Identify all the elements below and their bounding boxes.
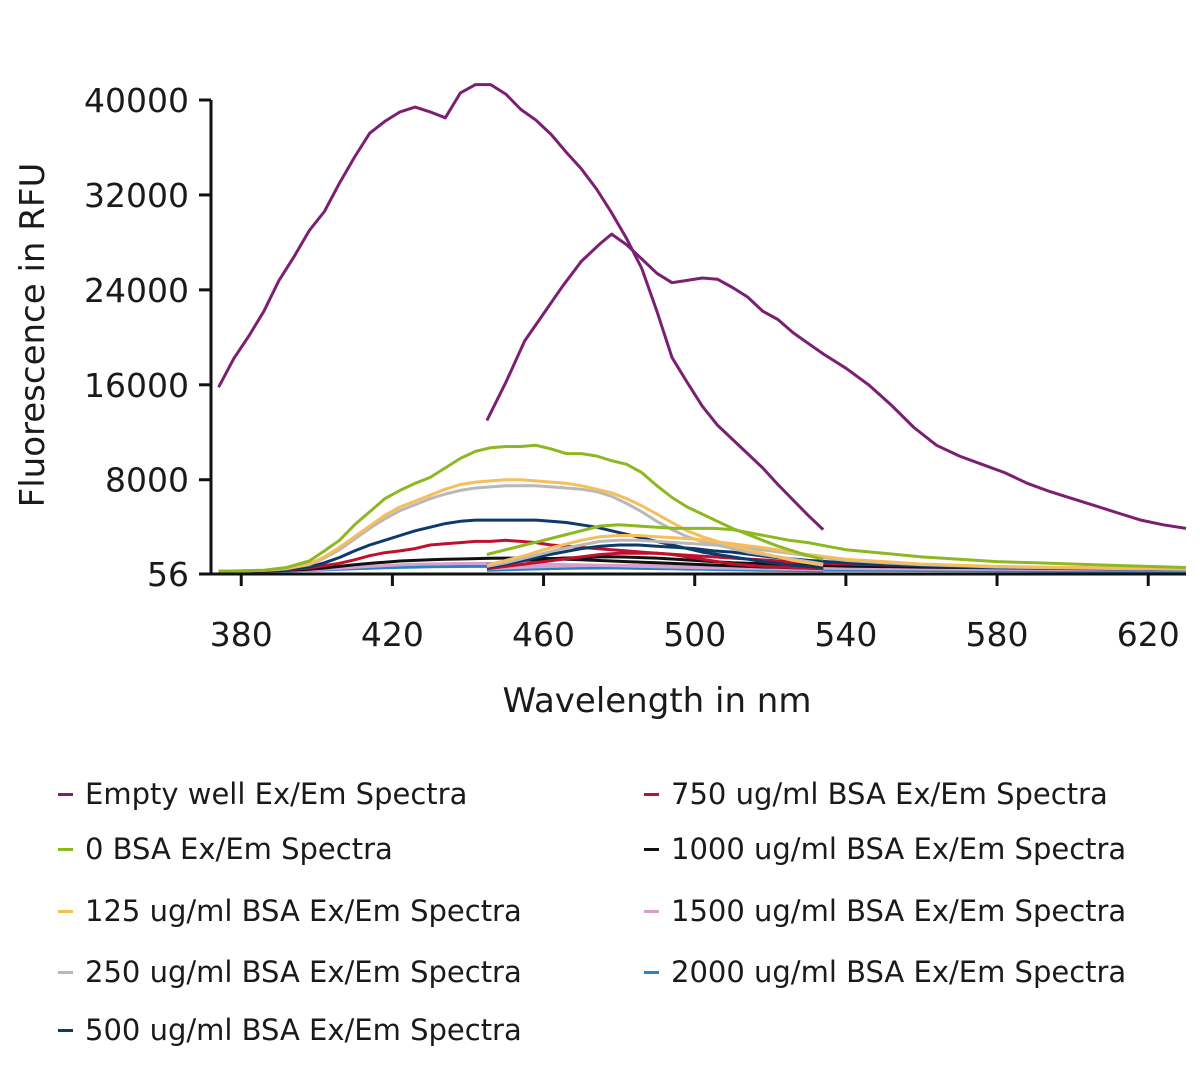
series-lines xyxy=(217,83,1187,573)
x-axis-title: Wavelength in nm xyxy=(503,681,812,721)
legend-label: 500 ug/ml BSA Ex/Em Spectra xyxy=(85,1013,522,1047)
x-axis-ticks: 380 420 460 500 540 580 620 xyxy=(210,574,1180,654)
x-tick-label: 460 xyxy=(512,615,575,654)
legend-item: 0 BSA Ex/Em Spectra xyxy=(58,829,393,869)
legend-item: Empty well Ex/Em Spectra xyxy=(58,774,467,814)
series-3-excitation-line xyxy=(218,484,824,573)
legend-label: 125 ug/ml BSA Ex/Em Spectra xyxy=(85,894,522,928)
x-tick-label: 500 xyxy=(663,615,726,654)
y-axis-ticks: 56 8000 16000 24000 32000 40000 xyxy=(84,81,211,594)
legend-swatch xyxy=(644,909,659,913)
y-tick-label: 56 xyxy=(147,555,189,594)
legend-item: 500 ug/ml BSA Ex/Em Spectra xyxy=(58,1010,522,1050)
legend-swatch xyxy=(644,792,659,796)
spectra-chart: 56 8000 16000 24000 32000 40000 380 420 460 500 5… xyxy=(13,81,1187,721)
legend-swatch xyxy=(58,1028,73,1032)
series-4-excitation-line xyxy=(218,518,824,573)
legend-label: 2000 ug/ml BSA Ex/Em Spectra xyxy=(671,955,1127,989)
legend-label: 1000 ug/ml BSA Ex/Em Spectra xyxy=(671,832,1127,866)
legend-label: Empty well Ex/Em Spectra xyxy=(85,777,468,811)
legend-label: 1500 ug/ml BSA Ex/Em Spectra xyxy=(671,894,1127,928)
series-2-emission-line xyxy=(486,534,1187,571)
legend-item: 125 ug/ml BSA Ex/Em Spectra xyxy=(58,891,522,931)
x-tick-label: 540 xyxy=(814,615,877,654)
legend-swatch xyxy=(58,792,73,796)
y-tick-label: 8000 xyxy=(105,461,189,500)
legend-item: 1500 ug/ml BSA Ex/Em Spectra xyxy=(644,891,1126,931)
legend-label: 0 BSA Ex/Em Spectra xyxy=(85,832,393,866)
legend-item: 2000 ug/ml BSA Ex/Em Spectra xyxy=(644,952,1126,992)
x-tick-label: 620 xyxy=(1117,615,1180,654)
legend-item: 750 ug/ml BSA Ex/Em Spectra xyxy=(644,774,1108,814)
x-tick-label: 380 xyxy=(210,615,273,654)
y-tick-label: 24000 xyxy=(84,271,189,310)
y-tick-label: 16000 xyxy=(84,366,189,405)
series-1-excitation-line xyxy=(218,443,824,573)
legend-item: 250 ug/ml BSA Ex/Em Spectra xyxy=(58,952,522,992)
y-tick-label: 32000 xyxy=(84,176,189,215)
series-0-emission-line xyxy=(485,232,1187,530)
legend-label: 250 ug/ml BSA Ex/Em Spectra xyxy=(85,955,522,989)
legend-swatch xyxy=(58,909,73,913)
x-tick-label: 420 xyxy=(361,615,424,654)
legend-swatch xyxy=(644,970,659,974)
legend-swatch xyxy=(644,847,659,851)
chart-legend: Empty well Ex/Em Spectra 0 BSA Ex/Em Spe… xyxy=(58,770,1198,1060)
y-tick-label: 40000 xyxy=(84,81,189,120)
y-axis-title: Fluorescence in RFU xyxy=(13,163,53,508)
series-1-emission-line xyxy=(486,523,1187,569)
series-0-excitation-line xyxy=(217,83,825,531)
legend-swatch xyxy=(58,970,73,974)
legend-label: 750 ug/ml BSA Ex/Em Spectra xyxy=(671,777,1108,811)
legend-item: 1000 ug/ml BSA Ex/Em Spectra xyxy=(644,829,1126,869)
legend-swatch xyxy=(58,847,73,851)
x-tick-label: 580 xyxy=(966,615,1029,654)
